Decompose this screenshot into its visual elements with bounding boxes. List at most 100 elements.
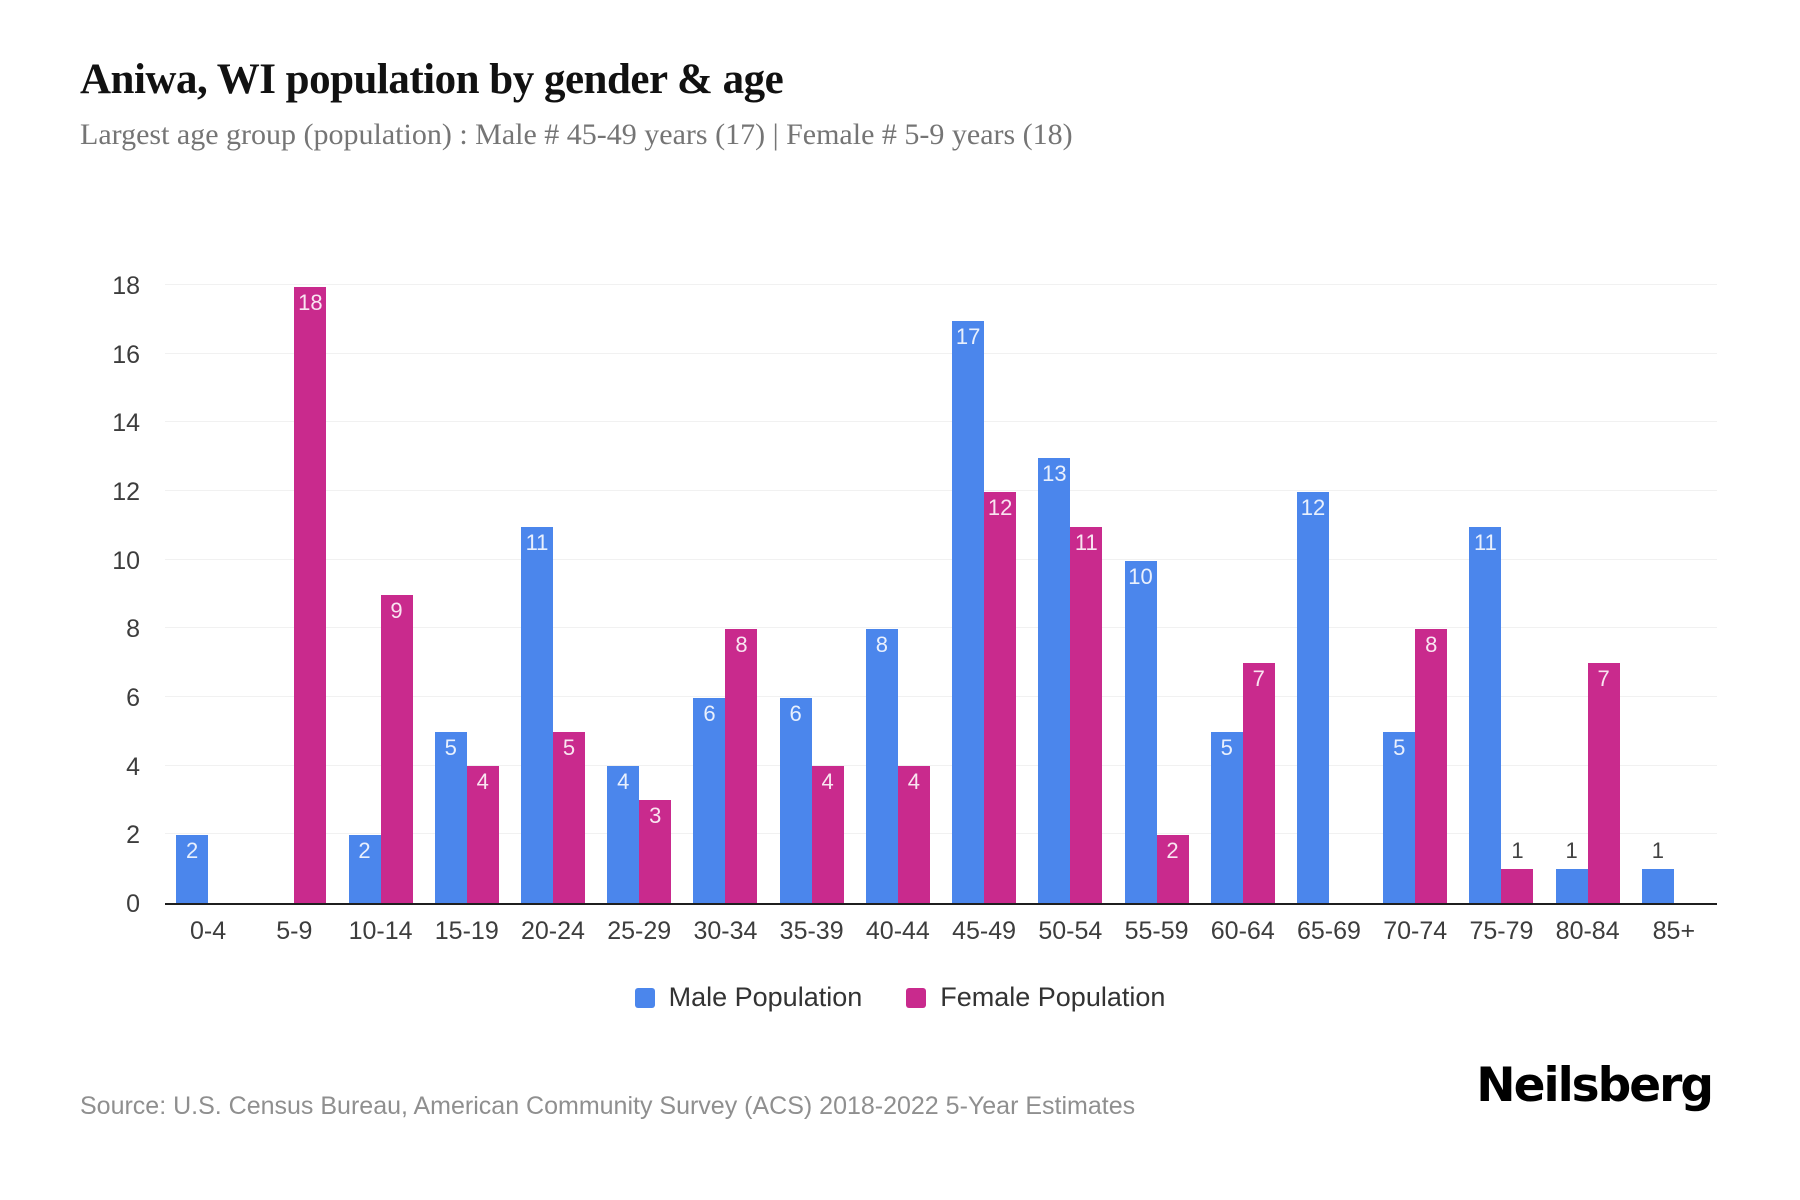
x-axis-category-label: 5-9 xyxy=(276,917,313,945)
bar-group-65-69: 12 65-69 xyxy=(1286,287,1372,945)
x-axis-category-label: 85+ xyxy=(1652,917,1696,945)
bar-male-30-34: 6 xyxy=(693,697,726,903)
x-axis-category-label: 65-69 xyxy=(1297,917,1361,945)
bar-pair: 10 2 xyxy=(1124,287,1189,903)
x-axis-category-label: 45-49 xyxy=(952,917,1017,945)
y-axis-tick-label: 18 xyxy=(112,272,140,300)
legend-item-female: Female Population xyxy=(906,982,1165,1013)
y-axis: 0 2 4 6 8 10 12 14 16 18 xyxy=(55,274,150,917)
bar-slot-male-65-69: 12 xyxy=(1296,287,1329,903)
x-axis-category-label: 80-84 xyxy=(1555,917,1620,945)
bar-group-45-49: 17 12 45-49 xyxy=(941,287,1027,945)
bar-value-label: 4 xyxy=(617,769,630,795)
bar-value-label: 9 xyxy=(390,598,403,623)
bar-group-10-14: 2 9 10-14 xyxy=(337,287,423,945)
y-axis-tick-label: 4 xyxy=(126,752,140,781)
bar-male-40-44: 8 xyxy=(865,629,898,903)
bar-group-85+: 1 85+ xyxy=(1631,287,1717,945)
bar-pair: 2 xyxy=(176,287,240,903)
legend-label: Female Population xyxy=(940,982,1166,1012)
bar-male-15-19: 5 xyxy=(434,731,467,903)
bar-slot-female-40-44: 4 xyxy=(897,287,930,903)
bar-value-label: 7 xyxy=(1252,666,1265,692)
bar-value-label: 5 xyxy=(1393,734,1406,760)
x-axis-category-label: 25-29 xyxy=(607,917,672,945)
bar-slot-male-40-44: 8 xyxy=(865,287,898,903)
bar-female-70-74: 8 xyxy=(1415,629,1448,903)
bar-pair: 11 1 xyxy=(1469,287,1534,903)
x-axis-category-label: 70-74 xyxy=(1383,917,1448,945)
bar-group-60-64: 5 7 60-64 xyxy=(1200,287,1286,945)
x-axis-category-label: 10-14 xyxy=(348,917,413,945)
bar-pair: 12 xyxy=(1296,287,1361,903)
y-axis-tick-label: 0 xyxy=(126,890,140,918)
y-axis-tick-label: 6 xyxy=(126,684,140,712)
y-axis-tick-label: 14 xyxy=(112,409,140,438)
y-axis-tick-label: 16 xyxy=(112,340,140,369)
bar-pair: 11 5 xyxy=(520,287,585,903)
legend-label: Male Population xyxy=(668,982,863,1012)
bar-female-40-44: 4 xyxy=(897,766,930,903)
bar-group-75-79: 11 1 75-79 xyxy=(1458,287,1544,945)
x-axis-category-label: 15-19 xyxy=(434,917,499,945)
bar-female-10-14: 9 xyxy=(380,595,413,903)
bar-group-25-29: 4 3 25-29 xyxy=(596,287,682,945)
bar-slot-male-5-9 xyxy=(262,287,294,903)
bar-slot-female-65-69 xyxy=(1329,287,1361,903)
x-axis-category-label: 35-39 xyxy=(779,917,844,945)
bar-slot-male-55-59: 10 xyxy=(1124,287,1157,903)
bar-slot-female-50-54: 11 xyxy=(1070,287,1103,903)
bar-slot-female-20-24: 5 xyxy=(552,287,585,903)
bar-female-20-24: 5 xyxy=(552,731,585,903)
bar-slot-male-30-34: 6 xyxy=(693,287,726,903)
bar-group-70-74: 5 8 70-74 xyxy=(1372,287,1458,945)
bar-value-label: 3 xyxy=(649,803,662,829)
gridline-y-8 xyxy=(165,627,1717,629)
bar-group-15-19: 5 4 15-19 xyxy=(424,287,510,945)
bar-slot-female-75-79: 1 xyxy=(1501,287,1534,903)
bar-female-80-84: 7 xyxy=(1587,663,1620,903)
bar-value-label: 6 xyxy=(703,700,716,726)
bar-slot-male-45-49: 17 xyxy=(952,287,985,903)
bar-slot-male-0-4: 2 xyxy=(176,287,209,903)
bar-value-label: 4 xyxy=(821,769,834,795)
bar-male-85+: 1 xyxy=(1641,838,1674,903)
bar-female-60-64: 7 xyxy=(1242,663,1275,903)
neilsberg-logo: Neilsberg xyxy=(1476,1058,1714,1113)
gridline-y-16 xyxy=(165,352,1717,354)
bar-group-55-59: 10 2 55-59 xyxy=(1113,287,1199,945)
bar-male-65-69: 12 xyxy=(1296,492,1329,903)
bar-value-label: 2 xyxy=(185,837,199,863)
bar-slot-male-10-14: 2 xyxy=(348,287,381,903)
bar-value-label: 11 xyxy=(1074,529,1098,555)
bar-value-label: 1 xyxy=(1651,837,1664,863)
x-axis-category-label: 20-24 xyxy=(521,917,585,945)
bar-slot-male-70-74: 5 xyxy=(1383,287,1416,903)
bar-value-label: 13 xyxy=(1042,461,1067,487)
chart-title: Aniwa, WI population by gender & age xyxy=(80,56,784,103)
gridline-y-14 xyxy=(165,421,1717,423)
bar-pair: 18 xyxy=(262,287,327,903)
bar-value-label: 10 xyxy=(1128,563,1153,589)
legend-swatch-icon xyxy=(906,987,927,1008)
bar-slot-male-75-79: 11 xyxy=(1469,287,1502,903)
bar-slot-female-60-64: 7 xyxy=(1242,287,1275,903)
x-axis-category-label: 0-4 xyxy=(190,917,227,945)
source-note: Source: U.S. Census Bureau, American Com… xyxy=(80,1092,1136,1120)
bar-value-label: 12 xyxy=(1300,495,1326,521)
bar-slot-female-25-29: 3 xyxy=(639,287,672,903)
bar-female-50-54: 11 xyxy=(1070,526,1103,903)
bar-value-label: 4 xyxy=(476,769,489,795)
gridline-y-18 xyxy=(165,284,1717,285)
bar-value-label: 8 xyxy=(1425,632,1438,658)
chart-subtitle: Largest age group (population) : Male # … xyxy=(80,118,1073,151)
legend-swatch-icon xyxy=(634,987,655,1008)
gridline-y-4 xyxy=(165,764,1717,766)
y-axis-tick-label: 8 xyxy=(126,615,140,644)
